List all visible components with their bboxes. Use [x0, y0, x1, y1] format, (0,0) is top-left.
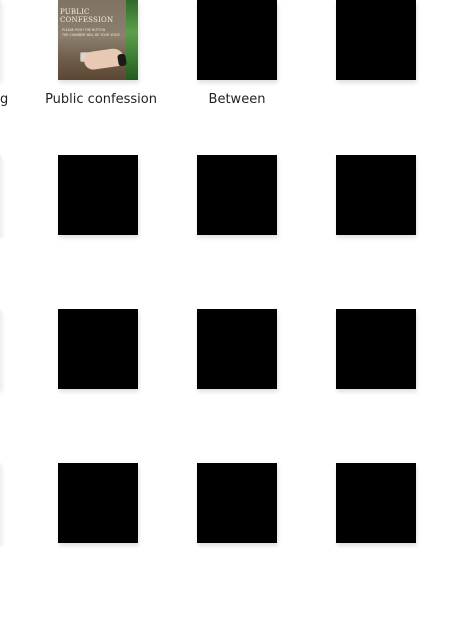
- thumbnail-label-between[interactable]: Between: [208, 92, 266, 107]
- partial-thumbnail-left-row-4[interactable]: [0, 463, 1, 543]
- thumbnail-between[interactable]: [197, 0, 277, 80]
- thumbnail-row-3-col-3[interactable]: [336, 309, 416, 389]
- plaque-title: PUBLIC CONFESSION: [60, 8, 114, 24]
- plaque-line-2: THE CHAMBER WILL BE YOUR VOICE: [62, 33, 120, 37]
- partial-thumbnail-left-row-2[interactable]: [0, 155, 1, 235]
- thumbnail-row-3-col-2[interactable]: [197, 309, 277, 389]
- thumbnail-row-4-col-1[interactable]: [58, 463, 138, 543]
- foliage: [126, 0, 138, 80]
- partial-thumbnail-left-row-3[interactable]: [0, 309, 1, 389]
- thumbnail-row-4-col-2[interactable]: [197, 463, 277, 543]
- thumbnail-row-3-col-1[interactable]: [58, 309, 138, 389]
- thumbnail-public-confession[interactable]: PUBLIC CONFESSION PLEASE PUSH THE BUTTON…: [58, 0, 138, 80]
- partial-thumbnail-left-row-1[interactable]: [0, 0, 1, 80]
- thumbnail-row-1-col-3[interactable]: [336, 0, 416, 80]
- thumbnail-label-public-confession[interactable]: Public confession: [45, 92, 157, 107]
- thumbnail-row-2-col-2[interactable]: [197, 155, 277, 235]
- thumbnail-row-2-col-3[interactable]: [336, 155, 416, 235]
- thumbnail-row-4-col-3[interactable]: [336, 463, 416, 543]
- thumbnail-row-2-col-1[interactable]: [58, 155, 138, 235]
- partial-label-left-row-1: g: [0, 92, 9, 107]
- plaque-line-1: PLEASE PUSH THE BUTTON: [62, 28, 106, 32]
